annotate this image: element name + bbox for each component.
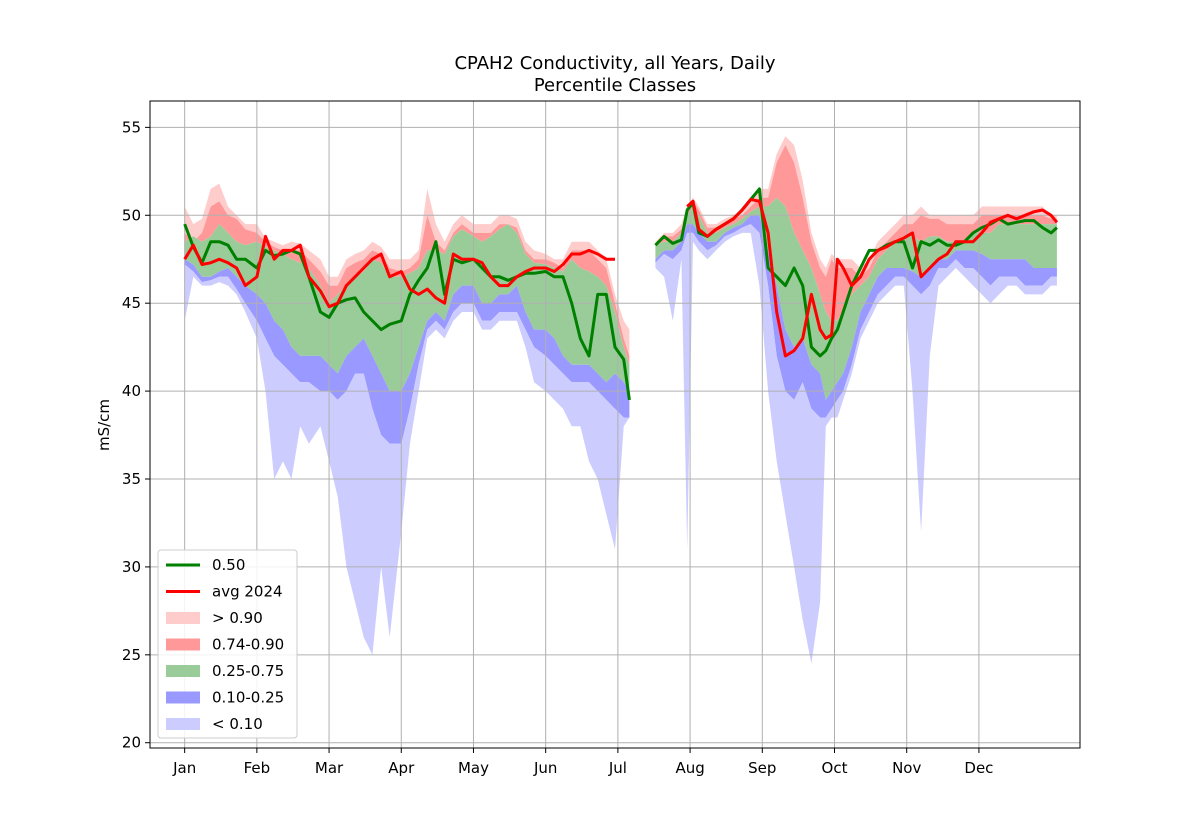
x-tick-label: Apr	[388, 759, 415, 777]
plot-area	[150, 101, 1080, 748]
legend-label: 0.74-0.90	[212, 636, 284, 654]
y-tick-label: 35	[122, 470, 141, 488]
legend-label: > 0.90	[212, 609, 263, 627]
legend-swatch-patch	[166, 718, 200, 730]
legend-swatch-patch	[166, 612, 200, 624]
legend-label: 0.50	[212, 556, 245, 574]
x-tick-label: Jul	[608, 759, 627, 777]
band-below-10-1	[184, 264, 630, 655]
axes-frame	[149, 100, 1081, 749]
legend: 0.50 avg 2024 > 0.90 0.74-0.90 0.25-0.75 0.10…	[157, 549, 298, 739]
band-25-75-2	[655, 197, 1057, 400]
y-axis-label: mS/cm	[95, 399, 113, 451]
x-tick-label: Sep	[748, 759, 776, 777]
x-tick-label: Feb	[244, 759, 271, 777]
y-tick-label: 45	[122, 294, 141, 312]
chart-title: CPAH2 Conductivity, all Years, Daily	[454, 53, 775, 74]
legend-swatch-patch	[166, 638, 200, 651]
x-tick-label: Jun	[533, 759, 557, 777]
legend-swatch-patch	[166, 691, 200, 704]
avg-2024-line-2	[686, 198, 1059, 358]
y-tick-label: 20	[122, 734, 141, 752]
legend-box	[157, 549, 298, 739]
y-tick-label: 50	[122, 206, 141, 224]
x-tick-label: Mar	[315, 759, 344, 777]
x-tick-label: May	[458, 759, 489, 777]
band-10-25-2	[655, 215, 1057, 418]
x-tick-label: Dec	[964, 759, 993, 777]
y-tick-label: 55	[122, 118, 141, 136]
x-tick-label: Nov	[892, 759, 921, 777]
band-above-90-1	[184, 183, 630, 356]
legend-label: 0.10-0.25	[212, 689, 284, 707]
legend-label: avg 2024	[212, 583, 283, 601]
band-10-25-1	[184, 259, 630, 444]
band-74-90-1	[184, 201, 630, 365]
x-tick-label: Aug	[675, 759, 704, 777]
chart-subtitle: Percentile Classes	[534, 75, 696, 96]
x-tick-label: Jan	[172, 759, 196, 777]
x-tick-label: Oct	[822, 759, 848, 777]
avg-2024-line-1	[183, 234, 615, 309]
axis-ticks: 20 25 30 35 40 45 50 55 Jan Feb Mar Apr May Jun Jul Aug…	[122, 118, 994, 777]
legend-swatch-patch	[166, 665, 200, 677]
legend-label: < 0.10	[212, 715, 263, 733]
y-tick-label: 40	[122, 382, 141, 400]
y-tick-label: 30	[122, 558, 141, 576]
legend-label: 0.25-0.75	[212, 662, 284, 680]
y-tick-label: 25	[122, 646, 141, 664]
